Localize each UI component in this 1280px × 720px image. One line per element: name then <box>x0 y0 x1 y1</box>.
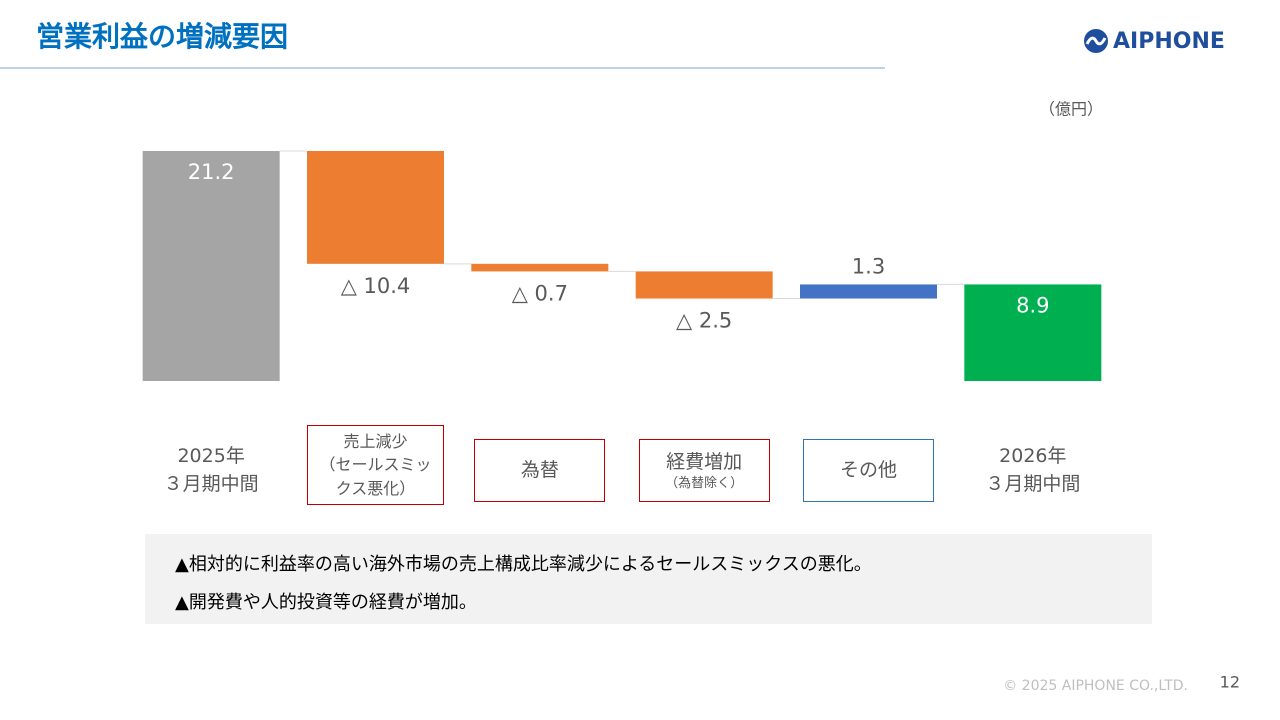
bar <box>471 263 609 272</box>
category-text: 為替 <box>520 458 559 481</box>
bar <box>800 284 937 299</box>
bar <box>964 284 1102 381</box>
value-label: △ 2.5 <box>676 309 732 333</box>
category-label: 2025年 ３月期中間 <box>136 430 286 510</box>
value-label: 8.9 <box>1016 293 1049 317</box>
value-label: 21.2 <box>188 160 235 184</box>
category-label: 2026年 ３月期中間 <box>958 430 1108 510</box>
notes-box: ▲相対的に利益率の高い海外市場の売上構成比率減少によるセールスミックスの悪化。 ▲… <box>145 534 1152 624</box>
value-label: △ 10.4 <box>341 274 411 298</box>
copyright: © 2025 AIPHONE CO.,LTD. <box>1003 678 1188 694</box>
bar <box>635 271 773 299</box>
category-label: 為替 <box>474 438 606 502</box>
category-text: その他 <box>839 458 897 481</box>
unit-label: （億円） <box>1039 100 1103 119</box>
category-label: その他 <box>803 438 934 502</box>
note-line: ▲開発費や人的投資等の経費が増加。 <box>175 592 477 613</box>
category-text: 2026年 ３月期中間 <box>985 444 1081 496</box>
category-text: 経費増加 <box>666 450 743 473</box>
category-sublabel: （為替除く） <box>665 476 744 492</box>
page-number: 12 <box>1220 673 1240 692</box>
value-label: △ 0.7 <box>512 281 568 305</box>
slide-title: 営業利益の増減要因 <box>36 20 288 53</box>
category-label: 経費増加 （為替除く） <box>638 438 770 502</box>
category-label: 売上減少 （セールスミックス悪化） <box>307 425 444 505</box>
category-text: 売上減少 （セールスミックス悪化） <box>319 432 432 498</box>
category-text: 2025年 ３月期中間 <box>163 444 259 496</box>
logo-text: AIPHONE <box>1113 29 1225 54</box>
note-line: ▲相対的に利益率の高い海外市場の売上構成比率減少によるセールスミックスの悪化。 <box>175 554 872 575</box>
value-label: 1.3 <box>852 254 885 278</box>
bar <box>307 150 444 264</box>
bar <box>142 150 280 381</box>
logo-icon <box>1084 29 1108 53</box>
